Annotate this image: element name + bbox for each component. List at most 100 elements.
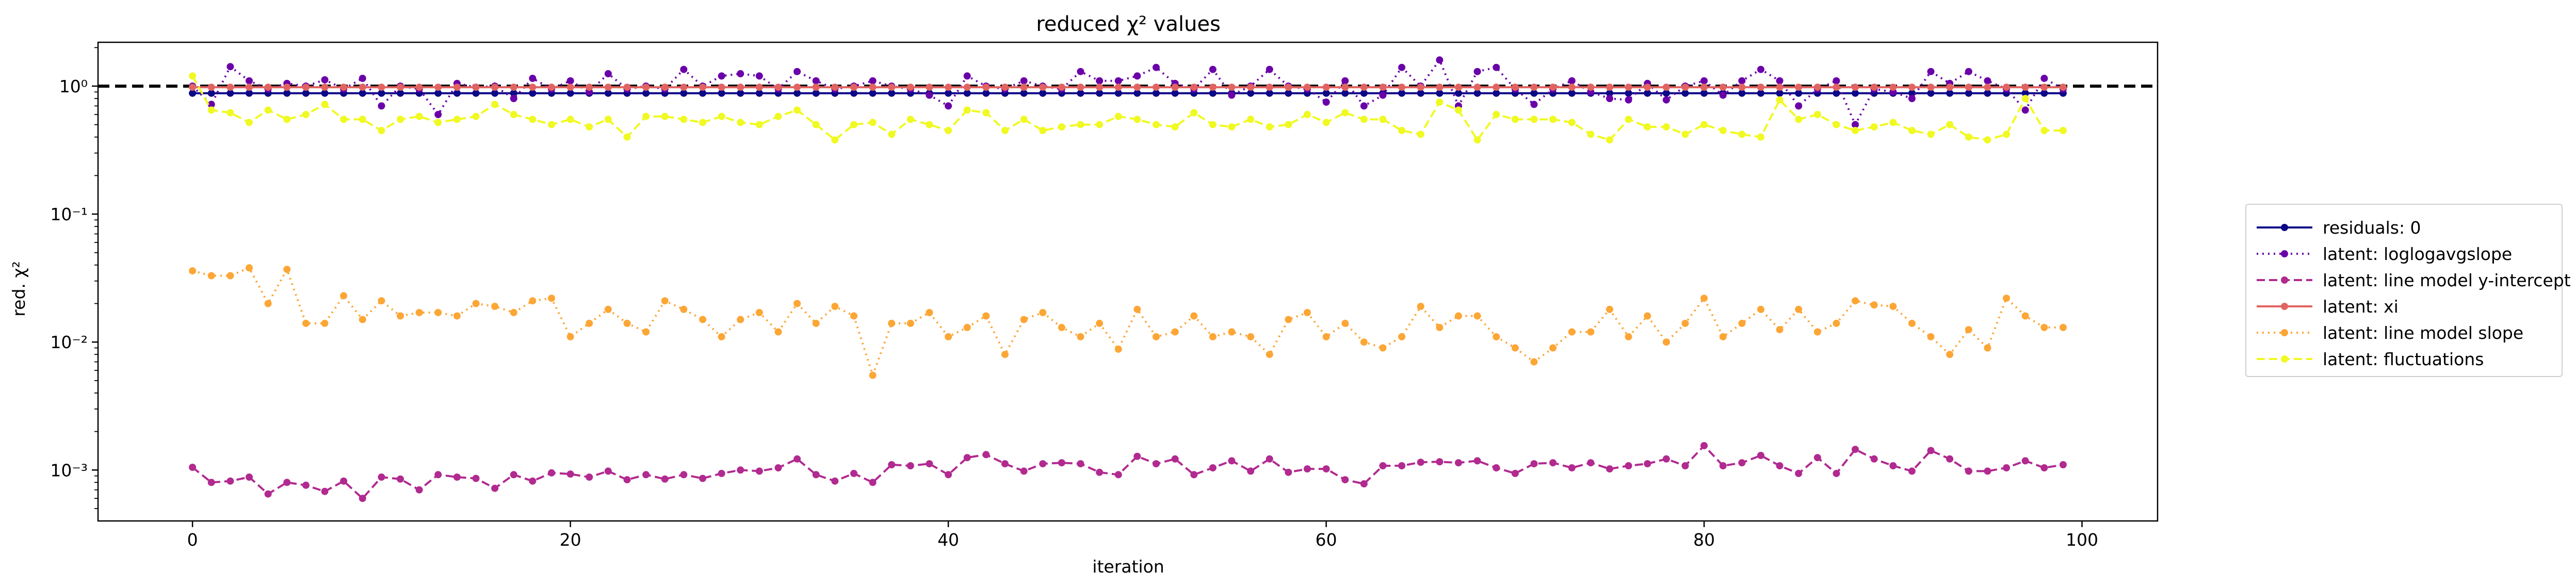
data-point bbox=[1833, 469, 1840, 477]
data-point bbox=[1568, 328, 1576, 336]
data-point bbox=[1606, 89, 1613, 97]
data-point bbox=[945, 89, 952, 97]
legend-swatch bbox=[2257, 355, 2312, 363]
data-point bbox=[718, 469, 725, 477]
data-point bbox=[1436, 84, 1444, 91]
data-point bbox=[359, 89, 366, 97]
data-point bbox=[378, 297, 385, 305]
data-point bbox=[604, 467, 612, 475]
data-point bbox=[1493, 111, 1500, 118]
data-point bbox=[1228, 84, 1236, 91]
data-point bbox=[1020, 77, 1028, 85]
data-point bbox=[926, 309, 933, 316]
data-point bbox=[1606, 136, 1613, 144]
data-point bbox=[945, 333, 952, 340]
chart-title: reduced χ² values bbox=[1036, 12, 1221, 36]
data-point bbox=[321, 319, 329, 327]
data-point bbox=[1644, 89, 1651, 97]
legend-swatch bbox=[2257, 276, 2312, 284]
data-point bbox=[926, 121, 933, 128]
data-point bbox=[321, 84, 329, 91]
legend-swatch-marker bbox=[2281, 224, 2288, 231]
legend-label: latent: loglogavgslope bbox=[2323, 243, 2513, 264]
legend: residuals: 0 latent: loglogavgslope late… bbox=[2245, 204, 2571, 377]
data-point bbox=[1625, 333, 1632, 340]
data-point bbox=[1587, 459, 1595, 467]
data-point bbox=[945, 102, 952, 110]
data-point bbox=[1190, 312, 1198, 320]
data-point bbox=[548, 121, 555, 128]
data-point bbox=[1946, 89, 1954, 97]
data-point bbox=[529, 74, 537, 82]
data-point bbox=[926, 84, 933, 91]
data-point bbox=[1473, 312, 1481, 320]
data-point bbox=[963, 72, 971, 80]
data-point bbox=[1096, 319, 1104, 327]
data-point bbox=[1493, 464, 1500, 471]
data-point bbox=[1133, 72, 1141, 80]
data-point bbox=[1266, 66, 1273, 73]
data-point bbox=[397, 475, 404, 483]
legend-item: latent: loglogavgslope bbox=[2254, 242, 2512, 265]
legend-label: latent: fluctuations bbox=[2323, 349, 2484, 369]
data-point bbox=[1114, 89, 1122, 97]
data-point bbox=[1379, 116, 1387, 123]
data-point bbox=[246, 119, 253, 126]
data-point bbox=[1511, 344, 1519, 352]
data-point bbox=[1285, 468, 1292, 476]
data-point bbox=[246, 473, 253, 481]
data-point bbox=[1077, 89, 1084, 97]
data-point bbox=[2040, 464, 2048, 471]
data-point bbox=[1776, 84, 1784, 91]
data-point bbox=[1360, 84, 1368, 91]
data-point bbox=[1077, 121, 1084, 128]
y-tick-label: 10⁰ bbox=[59, 76, 88, 96]
data-point bbox=[963, 84, 971, 91]
data-point bbox=[1303, 84, 1311, 91]
legend-swatch-marker bbox=[2281, 355, 2288, 363]
data-point bbox=[1133, 305, 1141, 313]
data-point bbox=[963, 106, 971, 114]
data-point bbox=[566, 470, 574, 478]
data-point bbox=[1738, 89, 1746, 97]
data-point bbox=[1133, 452, 1141, 460]
data-point bbox=[340, 292, 348, 300]
data-point bbox=[510, 95, 517, 102]
data-point bbox=[1662, 89, 1670, 97]
data-point bbox=[1247, 333, 1255, 340]
data-point bbox=[2059, 461, 2067, 468]
data-point bbox=[2003, 295, 2010, 302]
data-point bbox=[1984, 344, 1991, 352]
data-point bbox=[680, 89, 688, 97]
data-point bbox=[2021, 84, 2029, 91]
data-point bbox=[359, 116, 366, 123]
data-point bbox=[189, 84, 197, 91]
data-point bbox=[623, 133, 631, 141]
data-point bbox=[1681, 319, 1689, 327]
data-point bbox=[1171, 84, 1179, 91]
data-point bbox=[453, 473, 461, 481]
data-point bbox=[1039, 89, 1047, 97]
series-line bbox=[191, 444, 2064, 500]
data-point bbox=[1587, 84, 1595, 91]
data-point bbox=[1795, 469, 1803, 477]
data-point bbox=[207, 101, 215, 108]
legend-label: latent: xi bbox=[2323, 296, 2399, 317]
data-point bbox=[566, 77, 574, 85]
data-point bbox=[1965, 84, 1972, 91]
data-point bbox=[1360, 116, 1368, 123]
data-point bbox=[1625, 116, 1632, 123]
data-point bbox=[1171, 328, 1179, 336]
data-point bbox=[1209, 89, 1217, 97]
data-point bbox=[1889, 303, 1897, 310]
data-point bbox=[1965, 467, 1972, 475]
data-point bbox=[264, 300, 272, 307]
data-point bbox=[1379, 91, 1387, 99]
data-point bbox=[1738, 319, 1746, 327]
data-point bbox=[2059, 323, 2067, 331]
data-point bbox=[510, 471, 517, 479]
data-point bbox=[642, 89, 650, 97]
data-point bbox=[1247, 467, 1255, 475]
data-point bbox=[1889, 84, 1897, 91]
data-point bbox=[1077, 84, 1084, 91]
